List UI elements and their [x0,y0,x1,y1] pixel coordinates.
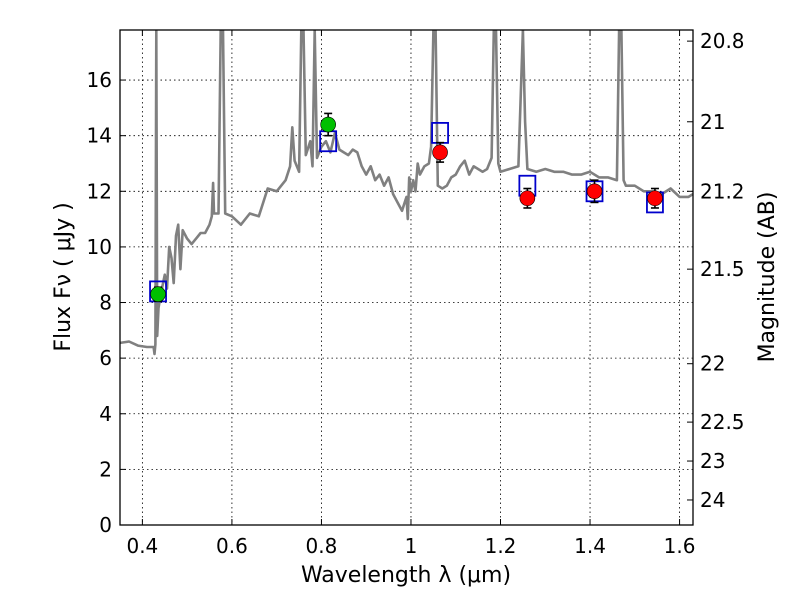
data-point [647,190,663,207]
y-tick-label: 2 [99,457,112,481]
y-tick-label: 0 [99,513,112,537]
right-tick-label: 21 [700,110,725,134]
y-axis-label-right: Magnitude (AB) [755,192,780,363]
x-tick-label: 1 [405,534,418,558]
plot-area [120,30,693,356]
right-tick-label: 21.2 [700,179,745,203]
data-point [150,286,166,302]
y-tick-label: 14 [87,124,112,148]
right-tick-label: 23 [700,449,725,473]
y-tick-label: 10 [87,235,112,259]
plot-background [120,30,693,525]
plot-frame [119,29,694,526]
right-tick-label: 20.8 [700,29,745,53]
right-tick-label: 21.5 [700,257,745,281]
data-point [320,116,336,133]
spectrum-line [120,30,693,356]
data-point [519,190,536,207]
data-point [432,144,448,161]
data-point [586,183,603,200]
y-tick-label: 8 [99,291,112,315]
right-tick-label: 22.5 [700,410,745,434]
x-tick-label: 0.8 [306,534,338,558]
x-tick-label: 0.4 [126,534,158,558]
y-tick-label: 4 [99,402,112,426]
x-tick-label: 1.4 [574,534,606,558]
y-axis-label: Flux Fν ( μJy ) [51,202,76,351]
x-tick-label: 1.2 [485,534,517,558]
y-tick-label: 16 [87,68,112,92]
x-tick-label: 0.6 [216,534,248,558]
right-tick-label: 22 [700,352,725,376]
y-tick-label: 6 [99,346,112,370]
x-tick-label: 1.6 [664,534,696,558]
y-tick-label: 12 [87,179,112,203]
marker-layer [149,112,664,303]
x-axis-label: Wavelength λ (μm) [301,563,511,588]
ticks: 0.4 0.6 0.8 1 1.2 1.4 1.6024681012141620.82121… [87,29,745,558]
right-tick-label: 24 [700,488,725,512]
